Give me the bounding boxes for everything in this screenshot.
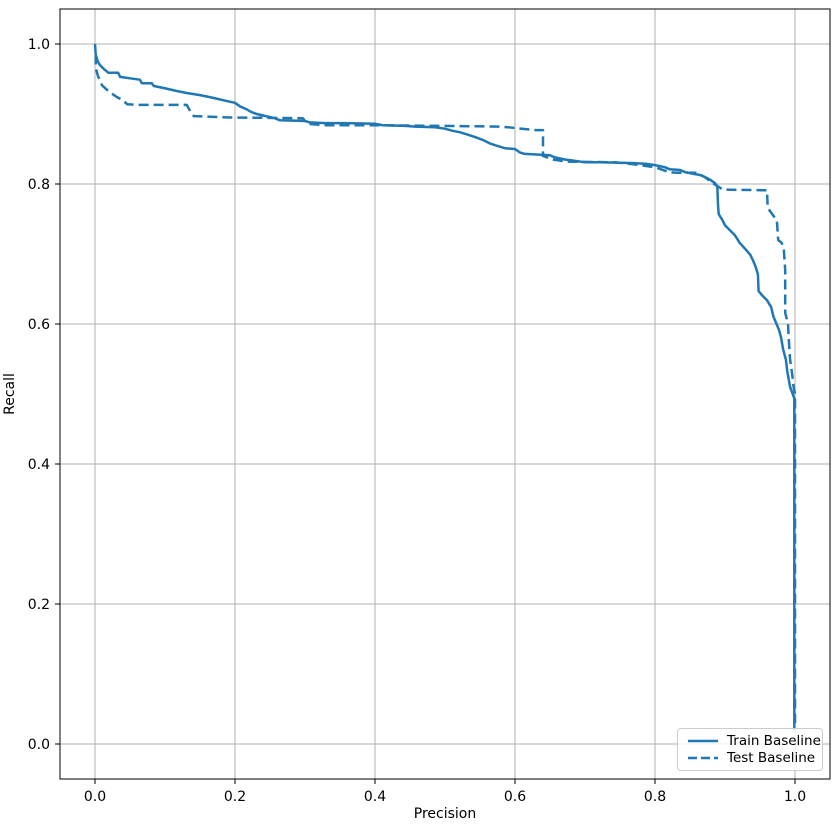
y-tick-label: 0.8 (28, 177, 50, 193)
x-tick-label: 0.6 (504, 789, 526, 805)
x-tick-label: 0.2 (224, 789, 246, 805)
x-tick-label: 0.4 (364, 789, 386, 805)
y-tick-label: 1.0 (28, 37, 50, 53)
x-tick-label: 0.8 (644, 789, 666, 805)
dashed-line-sample-icon (688, 756, 718, 759)
x-tick-label: 0.0 (84, 789, 106, 805)
test-baseline-line (94, 54, 797, 723)
y-tick-label: 0.2 (28, 597, 50, 613)
legend-entry-test: Test Baseline (688, 749, 816, 766)
y-tick-label: 0.6 (28, 317, 50, 333)
solid-line-sample-icon (688, 740, 718, 743)
y-tick-label: 0.0 (28, 737, 50, 753)
legend-entry-train: Train Baseline (688, 733, 821, 749)
plot-border (59, 8, 831, 780)
x-tick-label: 1.0 (784, 789, 806, 805)
legend-label-test: Test Baseline (727, 749, 816, 766)
train-baseline-line (93, 43, 796, 730)
y-axis-label: Recall (2, 373, 18, 415)
legend: Train Baseline Test Baseline (677, 728, 823, 771)
legend-label-train: Train Baseline (727, 733, 821, 750)
y-tick-label: 0.4 (28, 457, 50, 473)
x-axis-label: Precision (413, 806, 477, 822)
